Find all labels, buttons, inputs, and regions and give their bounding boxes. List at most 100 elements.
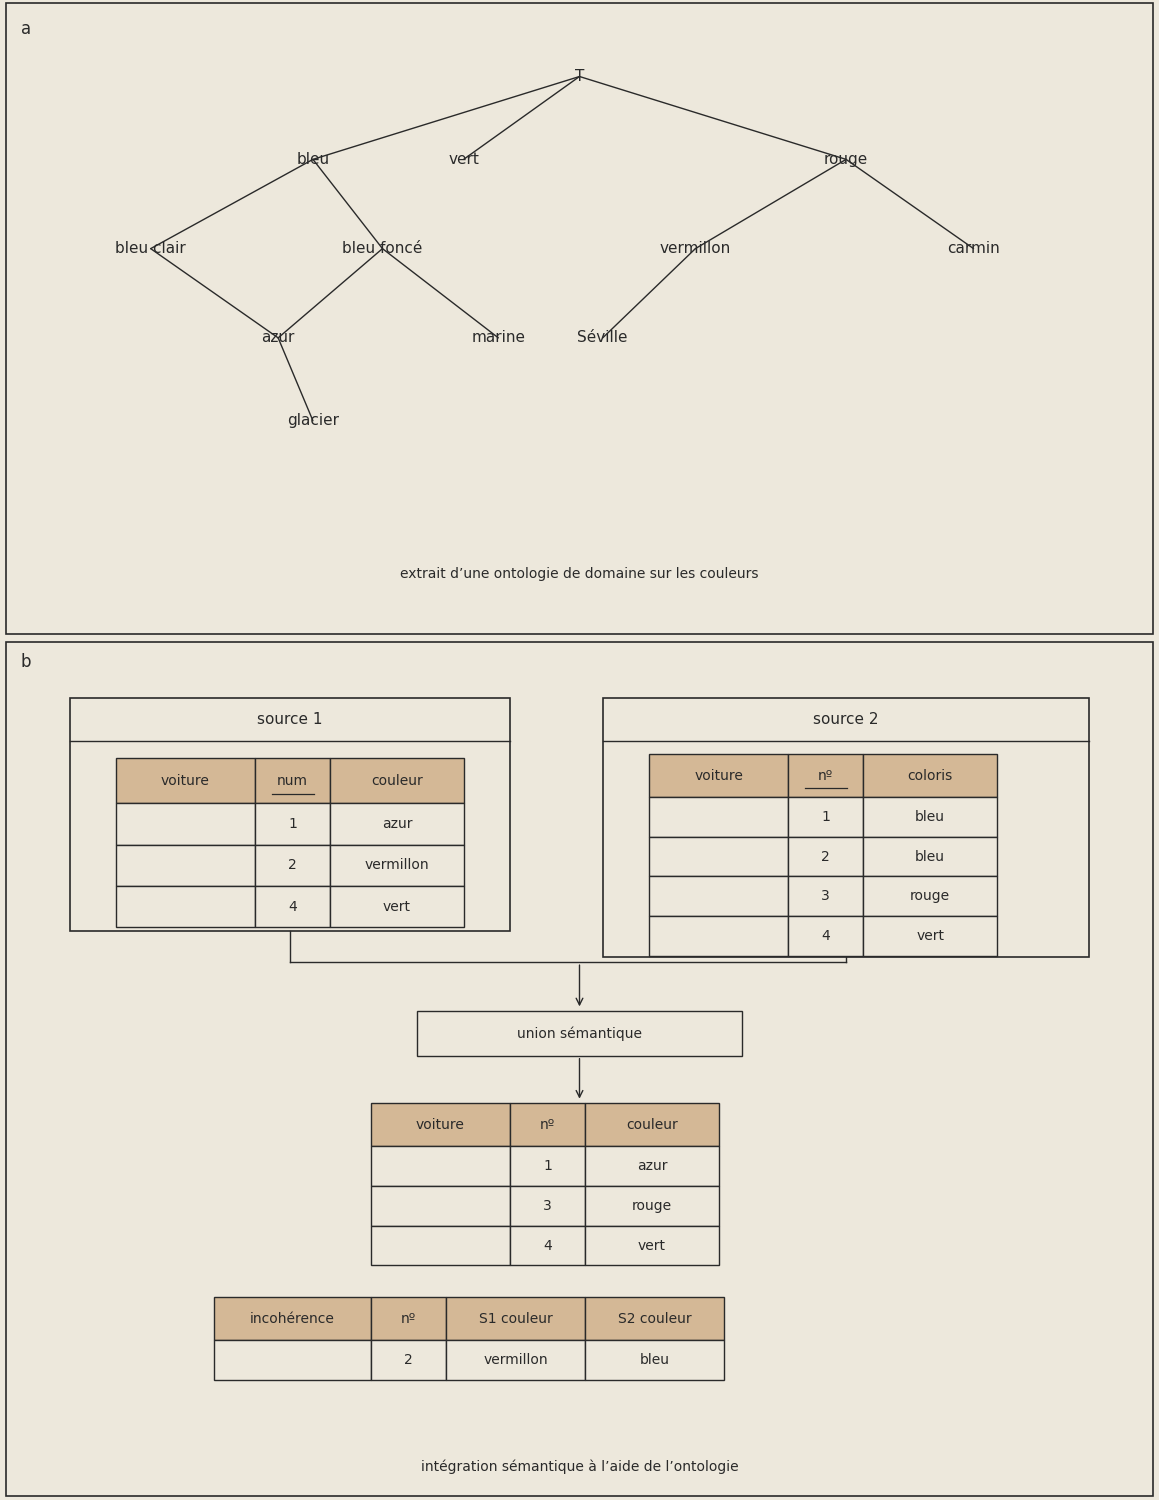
Bar [417,1011,742,1056]
Bar [863,876,997,916]
Text: azur: azur [636,1160,668,1173]
Bar [585,1146,719,1186]
Text: vert: vert [449,152,479,166]
Bar [788,916,863,956]
Text: vert: vert [916,928,945,944]
Text: T: T [575,69,584,84]
Text: source 1: source 1 [257,712,322,728]
Text: union sémantique: union sémantique [517,1026,642,1041]
Text: rouge: rouge [910,890,950,903]
Text: num: num [277,774,308,788]
Text: voiture: voiture [161,774,210,788]
Bar [585,1186,719,1225]
Bar [649,837,788,876]
Text: vermillon: vermillon [365,858,429,871]
Text: azur: azur [262,330,294,345]
Text: 2: 2 [289,858,297,871]
Bar [649,754,788,796]
Text: intégration sémantique à l’aide de l’ontologie: intégration sémantique à l’aide de l’ont… [421,1460,738,1474]
Text: voiture: voiture [694,768,743,783]
Text: bleu: bleu [916,849,945,864]
Bar [863,837,997,876]
Bar [788,796,863,837]
Text: Séville: Séville [577,330,628,345]
Text: voiture: voiture [416,1118,465,1132]
Text: a: a [21,21,31,39]
Bar [603,698,1089,957]
Text: 2: 2 [822,849,830,864]
Bar [214,1341,371,1380]
Bar [371,1226,510,1266]
Bar [510,1226,585,1266]
Text: 3: 3 [822,890,830,903]
Bar [863,916,997,956]
Bar [371,1104,510,1146]
Bar [863,754,997,796]
Text: bleu foncé: bleu foncé [342,242,423,256]
Text: azur: azur [381,818,413,831]
Text: nº: nº [401,1312,416,1326]
Bar [788,837,863,876]
Text: S1 couleur: S1 couleur [479,1312,553,1326]
Bar [116,759,255,802]
Text: vert: vert [382,900,411,914]
Bar [116,886,255,927]
Bar [649,916,788,956]
Text: nº: nº [818,768,833,783]
Text: 1: 1 [822,810,830,824]
Text: carmin: carmin [947,242,1000,256]
Bar [116,844,255,886]
Text: coloris: coloris [907,768,953,783]
Bar [371,1341,446,1380]
Text: 1: 1 [289,818,297,831]
Text: glacier: glacier [287,414,338,429]
Bar [446,1298,585,1341]
Text: extrait d’une ontologie de domaine sur les couleurs: extrait d’une ontologie de domaine sur l… [400,567,759,580]
Text: 3: 3 [544,1198,552,1214]
Bar [330,886,464,927]
Text: rouge: rouge [632,1198,672,1214]
Bar [70,698,510,930]
Text: bleu: bleu [297,152,329,166]
Text: S2 couleur: S2 couleur [618,1312,692,1326]
Bar [863,796,997,837]
Bar [371,1186,510,1225]
Bar [371,1298,446,1341]
Bar [788,754,863,796]
Bar [510,1186,585,1225]
Text: 4: 4 [544,1239,552,1252]
Text: vermillon: vermillon [659,242,731,256]
Bar [330,844,464,886]
Text: couleur: couleur [626,1118,678,1132]
Bar [446,1341,585,1380]
Bar [255,759,330,802]
Bar [214,1298,371,1341]
Text: vert: vert [637,1239,666,1252]
Text: bleu: bleu [640,1353,670,1368]
Text: couleur: couleur [371,774,423,788]
Bar [649,796,788,837]
Bar [510,1104,585,1146]
Text: 2: 2 [404,1353,413,1368]
Bar [585,1104,719,1146]
Bar [585,1226,719,1266]
Text: source 2: source 2 [814,712,879,728]
Text: b: b [21,652,31,670]
Text: 4: 4 [822,928,830,944]
Bar [255,886,330,927]
Bar [255,802,330,844]
Text: marine: marine [472,330,525,345]
Bar [788,876,863,916]
Bar [585,1298,724,1341]
Bar [649,876,788,916]
Bar [510,1146,585,1186]
Text: 4: 4 [289,900,297,914]
Text: vermillon: vermillon [483,1353,548,1368]
Text: nº: nº [540,1118,555,1132]
Text: incohérence: incohérence [250,1312,335,1326]
Text: rouge: rouge [824,152,868,166]
Bar [371,1146,510,1186]
Text: bleu clair: bleu clair [115,242,187,256]
Bar [255,844,330,886]
Bar [330,802,464,844]
